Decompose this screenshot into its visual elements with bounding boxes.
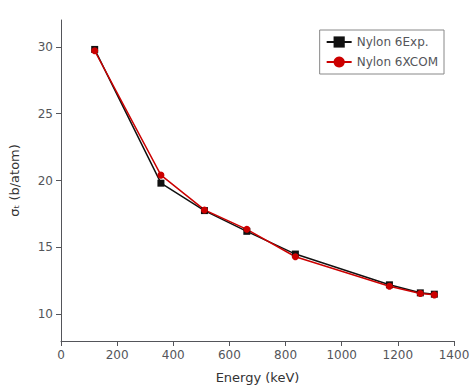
svg-text:Nylon 6XCOM: Nylon 6XCOM [357,55,438,69]
svg-text:25: 25 [38,107,53,121]
svg-text:600: 600 [218,348,241,362]
svg-text:σₜ (b/atom): σₜ (b/atom) [7,144,22,217]
svg-text:800: 800 [274,348,297,362]
svg-text:20: 20 [38,174,53,188]
svg-text:Energy (keV): Energy (keV) [216,370,300,385]
svg-text:15: 15 [38,240,53,254]
svg-text:0: 0 [57,348,65,362]
svg-text:1000: 1000 [326,348,357,362]
svg-text:30: 30 [38,40,53,54]
svg-text:400: 400 [162,348,185,362]
svg-text:10: 10 [38,307,53,321]
svg-text:1200: 1200 [383,348,414,362]
svg-text:1400: 1400 [439,348,470,362]
svg-text:Nylon 6Exp.: Nylon 6Exp. [357,35,429,49]
svg-text:200: 200 [106,348,129,362]
